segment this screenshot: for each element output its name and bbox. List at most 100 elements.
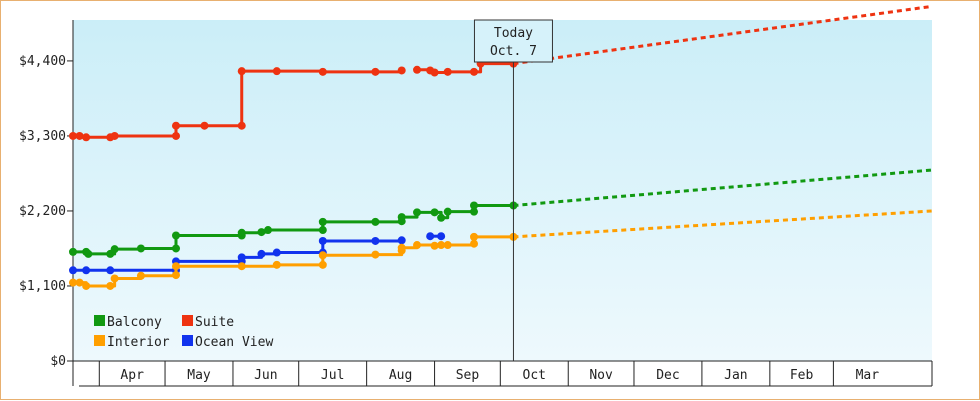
- legend-label: Suite: [195, 315, 234, 330]
- legend-label: Balcony: [107, 315, 162, 330]
- data-point: [272, 67, 281, 76]
- data-point: [371, 250, 380, 259]
- y-tick-label: $0: [50, 354, 66, 369]
- data-point: [106, 281, 115, 290]
- data-point: [110, 131, 119, 140]
- data-point: [237, 262, 246, 271]
- data-point: [75, 278, 84, 287]
- data-point: [318, 251, 327, 260]
- data-point: [84, 249, 93, 258]
- x-tick-label: Mar: [856, 368, 880, 383]
- data-point: [470, 201, 479, 210]
- y-tick-label: $2,200: [19, 204, 66, 219]
- data-point: [397, 213, 406, 222]
- today-marker: Today Oct. 7: [473, 19, 553, 361]
- legend-swatch: [94, 315, 105, 326]
- data-point: [318, 217, 327, 226]
- data-point: [470, 232, 479, 241]
- data-point: [257, 228, 266, 237]
- data-point: [430, 241, 439, 250]
- series-ocean-view: [69, 232, 446, 275]
- data-point: [69, 266, 77, 275]
- data-point: [397, 236, 406, 245]
- data-point: [430, 208, 439, 217]
- x-tick-label: Nov: [589, 368, 613, 383]
- series-balcony: [69, 168, 933, 258]
- plot-background: [73, 20, 932, 361]
- data-point: [237, 253, 246, 262]
- data-point: [82, 266, 91, 275]
- data-point: [371, 217, 380, 226]
- data-point: [443, 241, 452, 250]
- data-point: [200, 121, 209, 130]
- today-label-box: [473, 19, 553, 63]
- data-point: [237, 228, 246, 237]
- legend-swatch: [182, 335, 193, 346]
- y-axis: $0 $1,100 $2,200 $3,300 $4,400: [19, 20, 74, 386]
- x-axis: Apr May Jun Jul Aug Sep Oct Nov Dec Jan Feb Mar: [73, 360, 933, 387]
- y-tick-label: $1,100: [19, 279, 66, 294]
- today-label-line2: Oct. 7: [490, 44, 537, 59]
- data-point: [106, 266, 115, 275]
- data-point: [136, 271, 145, 280]
- x-tick-label: Feb: [790, 368, 814, 383]
- data-point: [318, 67, 327, 76]
- data-point: [110, 274, 119, 283]
- data-point: [69, 278, 77, 287]
- x-tick-label: Jul: [321, 368, 344, 383]
- legend-swatch: [94, 335, 105, 346]
- x-tick-label: May: [187, 368, 211, 383]
- data-point: [426, 232, 435, 241]
- legend: Balcony Suite Interior Ocean View: [94, 315, 273, 350]
- data-point: [171, 121, 180, 130]
- data-point: [318, 260, 327, 269]
- data-point: [443, 67, 452, 76]
- data-point: [171, 231, 180, 240]
- data-point: [82, 133, 91, 142]
- data-point: [318, 226, 327, 235]
- data-point: [171, 271, 180, 280]
- series-layer: [69, 4, 933, 290]
- data-point: [171, 262, 180, 271]
- data-point: [413, 208, 422, 217]
- data-point: [397, 243, 406, 252]
- y-tick-label: $3,300: [19, 129, 66, 144]
- data-point: [171, 244, 180, 253]
- data-point: [413, 65, 422, 74]
- data-point: [272, 248, 281, 257]
- data-point: [69, 131, 77, 140]
- series-interior: [69, 209, 933, 290]
- data-point: [430, 68, 439, 77]
- data-point: [371, 236, 380, 245]
- projection-line: [513, 4, 933, 66]
- projection-line: [513, 168, 933, 207]
- x-tick-label: Dec: [656, 368, 679, 383]
- x-tick-label: Jan: [724, 368, 747, 383]
- data-point: [443, 207, 452, 216]
- data-point: [470, 239, 479, 248]
- data-point: [257, 249, 266, 258]
- x-tick-label: Sep: [456, 368, 480, 383]
- data-point: [470, 207, 479, 216]
- data-point: [237, 67, 246, 76]
- data-point: [136, 244, 145, 253]
- data-point: [318, 236, 327, 245]
- data-point: [264, 226, 273, 235]
- data-point: [75, 131, 84, 140]
- data-point: [413, 241, 422, 250]
- x-tick-label: Oct: [523, 368, 546, 383]
- data-point: [371, 67, 380, 76]
- data-point: [437, 213, 446, 222]
- data-point: [272, 260, 281, 269]
- legend-label: Interior: [107, 335, 170, 350]
- data-point: [69, 247, 77, 256]
- data-point: [110, 245, 119, 254]
- x-tick-label: Jun: [254, 368, 277, 383]
- projection-line: [513, 209, 933, 239]
- data-point: [397, 66, 406, 75]
- data-point: [171, 131, 180, 140]
- x-tick-label: Apr: [120, 368, 144, 383]
- data-point: [237, 121, 246, 130]
